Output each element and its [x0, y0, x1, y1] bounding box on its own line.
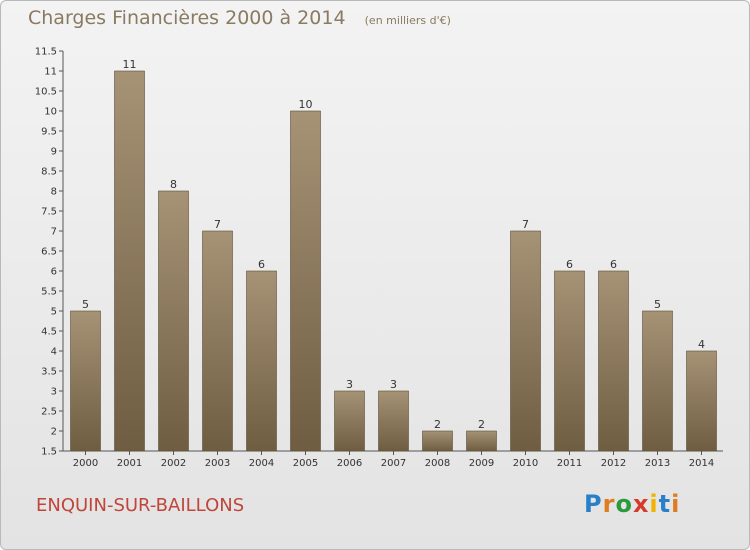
- x-tick-label: 2013: [645, 458, 670, 469]
- proxiti-logo: Proxiti: [584, 490, 680, 518]
- logo-letter: o: [615, 490, 633, 518]
- logo-letter: i: [649, 490, 659, 518]
- data-label: 6: [566, 258, 573, 271]
- data-label: 3: [390, 378, 397, 391]
- bar-2012: [598, 270, 629, 452]
- bar-2002: [158, 190, 189, 452]
- bar-2005: [290, 110, 321, 452]
- x-tick-label: 2001: [117, 458, 142, 469]
- bar-2014: [686, 350, 717, 452]
- y-tick-label: 2: [51, 427, 57, 438]
- bar-2000: [70, 310, 101, 452]
- y-tick-label: 6.5: [41, 247, 57, 258]
- bar-2011: [554, 270, 585, 452]
- title-row: Charges Financières 2000 à 2014 (en mill…: [28, 7, 451, 29]
- commune-name: ENQUIN-SUR-BAILLONS: [36, 495, 245, 516]
- y-tick-label: 9.5: [41, 127, 57, 138]
- x-tick-label: 2002: [161, 458, 186, 469]
- y-tick-label: 7.5: [41, 207, 57, 218]
- y-tick-label: 5.5: [41, 287, 57, 298]
- y-tick-label: 4: [51, 347, 57, 358]
- data-label: 2: [478, 418, 485, 431]
- data-label: 8: [170, 178, 177, 191]
- logo-letter: P: [584, 490, 603, 518]
- bar-2006: [334, 390, 365, 452]
- x-tick-label: 2011: [557, 458, 582, 469]
- y-tick-label: 10: [44, 107, 57, 118]
- x-tick-label: 2000: [73, 458, 98, 469]
- bar-2007: [378, 390, 409, 452]
- y-tick-label: 2.5: [41, 407, 57, 418]
- x-tick-label: 2014: [689, 458, 714, 469]
- data-label: 10: [299, 98, 313, 111]
- bar-2008: [422, 430, 453, 452]
- y-tick-label: 5: [51, 307, 57, 318]
- bar-2004: [246, 270, 277, 452]
- bars: [70, 70, 717, 452]
- x-tick-label: 2012: [601, 458, 626, 469]
- x-tick-label: 2010: [513, 458, 538, 469]
- bar-2013: [642, 310, 673, 452]
- x-tick-label: 2004: [249, 458, 274, 469]
- y-tick-label: 3.5: [41, 367, 57, 378]
- x-tick-label: 2009: [469, 458, 494, 469]
- bar-2009: [466, 430, 497, 452]
- data-label: 2: [434, 418, 441, 431]
- chart-subtitle: (en milliers d'€): [364, 14, 451, 27]
- data-label: 6: [610, 258, 617, 271]
- data-label: 4: [698, 338, 705, 351]
- logo-letter: t: [658, 490, 672, 518]
- bar-2001: [114, 70, 145, 452]
- data-label: 11: [123, 58, 137, 71]
- x-tick-label: 2003: [205, 458, 230, 469]
- y-tick-label: 3: [51, 387, 57, 398]
- data-label: 5: [82, 298, 89, 311]
- chart-title: Charges Financières 2000 à 2014: [28, 7, 346, 29]
- data-labels: 5 11 8 7 6 10 3 3 2 2 7 6 6 5 4: [82, 58, 705, 431]
- logo-letter: i: [671, 490, 681, 518]
- data-label: 7: [522, 218, 529, 231]
- x-tick-label: 2007: [381, 458, 406, 469]
- y-tick-label: 8.5: [41, 167, 57, 178]
- y-tick-label: 4.5: [41, 327, 57, 338]
- y-tick-label: 7: [51, 227, 57, 238]
- y-tick-label: 1.5: [41, 447, 57, 458]
- y-tick-label: 11.5: [35, 47, 57, 58]
- x-tick-label: 2008: [425, 458, 450, 469]
- x-tick-label: 2005: [293, 458, 318, 469]
- data-label: 3: [346, 378, 353, 391]
- logo-letter: r: [602, 490, 616, 518]
- data-label: 7: [214, 218, 221, 231]
- bar-2003: [202, 230, 233, 452]
- y-tick-label: 10.5: [35, 87, 57, 98]
- y-tick-label: 8: [51, 187, 57, 198]
- y-tick-label: 9: [51, 147, 57, 158]
- data-label: 5: [654, 298, 661, 311]
- x-tick-label: 2006: [337, 458, 362, 469]
- data-label: 6: [258, 258, 265, 271]
- bar-2010: [510, 230, 541, 452]
- y-tick-label: 6: [51, 267, 57, 278]
- y-tick-label: 11: [44, 67, 57, 78]
- logo-letter: x: [632, 490, 650, 518]
